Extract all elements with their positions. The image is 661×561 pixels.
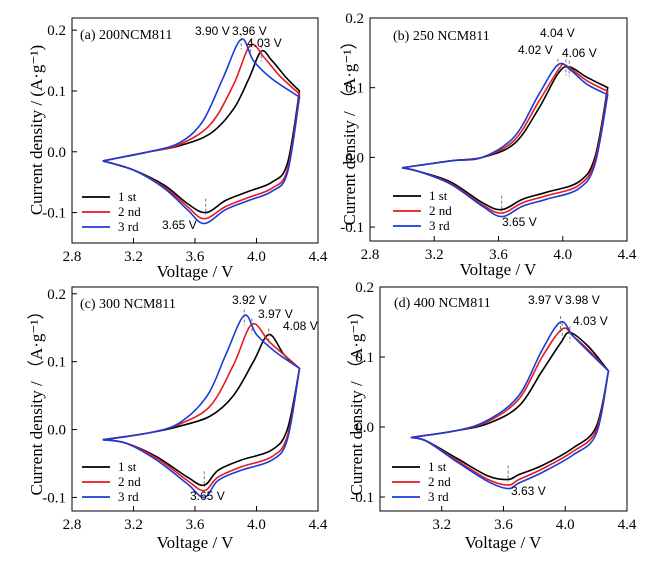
series-curve-3 [401,62,609,218]
x-tick-label: 3.2 [124,517,143,533]
x-tick-label: 2.8 [361,247,380,263]
panel-b: 2.8 3.2 3.6 4.0 4.4 -0.1 0.0 0.1 0.2 4.02 V 4.04 V… [340,11,637,279]
peak-annotation: 3.98 V [565,293,600,307]
legend-label: 3 rd [429,218,450,233]
legend-label: 3 rd [118,489,139,504]
x-tick-label: 2.8 [63,517,82,533]
y-tick-label: 0.0 [47,423,66,439]
x-tick-label: 4.4 [309,517,328,533]
peak-annotation: 4.03 V [573,314,608,328]
x-tick-label: 4.0 [556,517,575,533]
y-tick-label: -0.1 [350,490,374,506]
y-axis-label: Current density / （A·g⁻¹） [27,302,46,495]
x-tick-label: 4.0 [247,517,266,533]
peak-annotation: 3.97 V [258,307,293,321]
peak-annotation: 3.97 V [528,293,563,307]
y-tick-label: 0.1 [355,350,374,366]
y-tick-label: 0.1 [47,84,66,100]
peak-annotation: 4.04 V [540,26,575,40]
x-tick-label: 3.2 [432,517,451,533]
x-axis-label: Voltage / V [157,262,235,281]
panel-title: (d) 400 NCM811 [394,296,491,311]
y-tick-label: 0.2 [47,287,66,303]
x-tick-label: 3.6 [186,517,205,533]
series-curve-3 [410,320,610,490]
x-axis-label: Voltage / V [157,533,235,552]
y-tick-label: -0.1 [42,206,66,222]
legend-label: 1 st [428,459,447,474]
y-tick-label: 0.2 [345,11,364,27]
panel-c: 2.8 3.2 3.6 4.0 4.4 -0.1 0.0 0.1 0.2 3.92 V3.97 V… [27,286,328,552]
x-tick-label: 4.0 [247,249,266,265]
series-curve-3 [102,38,301,225]
legend-label: 2 nd [118,474,141,489]
x-tick-label: 4.4 [618,517,637,533]
y-tick-label: 0.2 [47,23,66,39]
x-tick-label: 3.6 [494,517,513,533]
legend-label: 1 st [429,188,448,203]
peak-annotation: 4.02 V [518,43,553,57]
peak-annotation: 3.90 V [195,24,230,38]
x-axis-label: Voltage / V [465,533,543,552]
panel-d: 3.2 3.6 4.0 4.4 -0.1 0.0 0.1 0.2 3.97 V 3.98 V 4.0… [347,280,637,552]
y-tick-label: 0.1 [345,81,364,97]
legend-label: 1 st [118,459,137,474]
peak-annotation: 3.63 V [511,484,546,498]
y-tick-label: 0.2 [355,280,374,296]
x-tick-label: 3.2 [425,247,444,263]
y-tick-label: 0.0 [47,145,66,161]
x-tick-label: 3.6 [186,249,205,265]
panel-a: 2.8 3.2 3.6 4.0 4.4 -0.1 0.0 0.1 0.2 3.90 V 3.96 V… [27,17,328,281]
x-tick-label: 2.8 [63,249,82,265]
panel-title: (b) 250 NCM811 [393,29,490,44]
y-tick-label: -0.1 [340,220,364,236]
y-tick-label: 0.0 [355,420,374,436]
x-tick-label: 3.2 [124,249,143,265]
peak-annotation: 3.65 V [162,218,197,232]
peak-annotation: 3.92 V [232,293,267,307]
y-axis-label: Current density / （A·g⁻¹） [340,32,359,225]
y-axis-label: Current density / (A·g⁻¹) [27,45,46,215]
peak-annotation: 3.65 V [190,489,225,503]
legend-label: 1 st [118,189,137,204]
legend-label: 2 nd [429,203,452,218]
y-tick-label: 0.1 [47,355,66,371]
y-tick-label: 0.0 [345,150,364,166]
panel-title: (c) 300 NCM811 [80,297,176,312]
x-axis-label: Voltage / V [460,260,538,279]
series-curve-1 [102,49,301,214]
series-curve-3 [102,314,301,499]
legend-label: 2 nd [118,204,141,219]
x-tick-label: 4.4 [309,249,328,265]
peak-annotation: 3.96 V [232,24,267,38]
y-tick-label: -0.1 [42,490,66,506]
peak-annotation: 3.65 V [502,215,537,229]
peak-annotation: 4.06 V [562,46,597,60]
panel-title: (a) 200NCM811 [80,28,172,43]
legend-label: 3 rd [118,219,139,234]
x-tick-label: 3.6 [489,247,508,263]
peak-annotation: 4.08 V [283,319,318,333]
peak-annotation: 4.03 V [247,36,282,50]
y-axis-label: Current density / （A·g⁻¹） [347,302,366,495]
x-tick-label: 4.4 [618,247,637,263]
x-tick-label: 4.0 [553,247,572,263]
legend-label: 2 nd [428,474,451,489]
legend-label: 3 rd [428,489,449,504]
